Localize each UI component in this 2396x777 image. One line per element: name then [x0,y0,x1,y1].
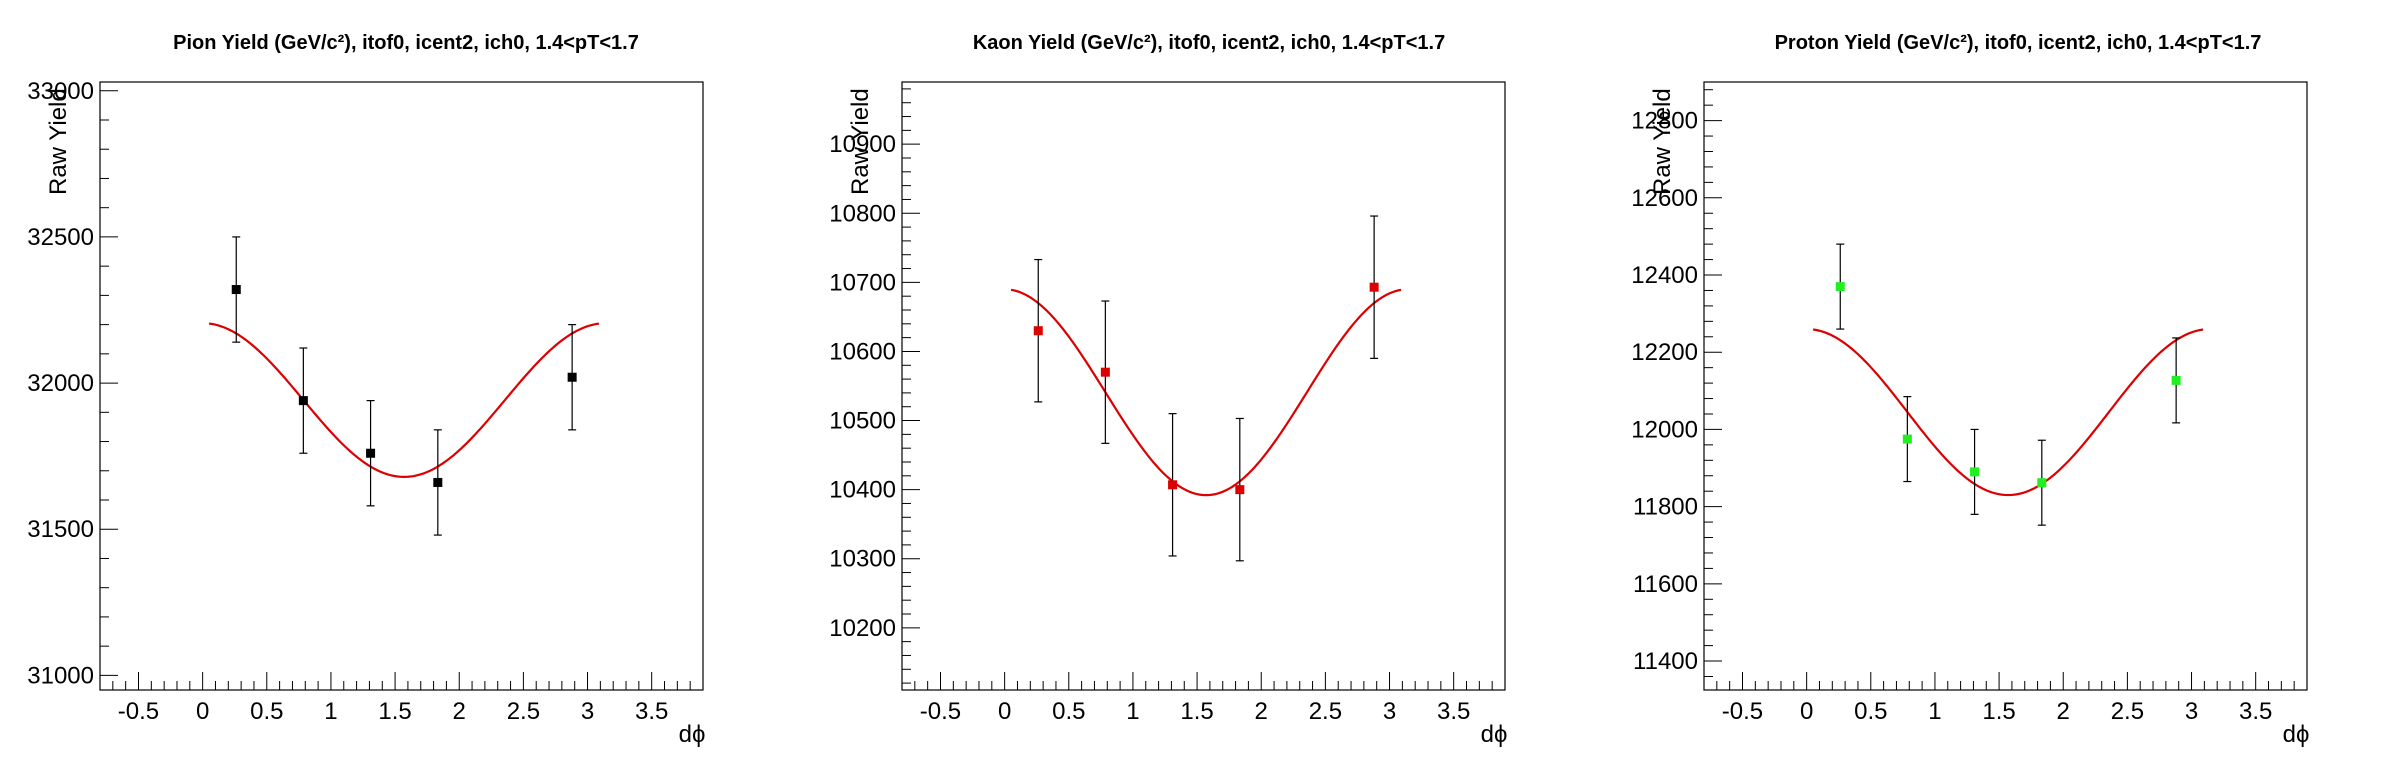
fit-curve [1812,328,2204,497]
x-tick-label: -0.5 [118,698,159,725]
chart-title-kaon: Kaon Yield (GeV/c²), itof0, icent2, ich0… [973,32,1445,54]
y-tick-label: 12400 [1631,262,1698,289]
x-tick-label: 2 [2057,698,2070,725]
data-point [1100,367,1110,377]
x-tick-label: 3 [2185,698,2198,725]
data-point [366,448,376,458]
data-point [1235,485,1245,495]
x-tick-label: 0 [1800,698,1813,725]
plot-frame-pion [99,81,704,691]
y-tick-label: 11800 [1633,494,1698,521]
x-tick-label: 2 [1255,698,1268,725]
plot-frame-kaon [901,81,1506,691]
x-tick-label: 0.5 [1854,698,1887,725]
x-tick-label: 3 [1383,698,1396,725]
x-tick-label: 2 [453,698,466,725]
y-tick-label: 10300 [829,546,896,573]
y-tick-label: 10600 [829,338,896,365]
y-tick-label: 12800 [1631,108,1698,135]
data-point [1902,434,1912,444]
x-tick-label: 0 [998,698,1011,725]
data-point [2171,375,2181,385]
x-tick-label: 2.5 [1309,698,1342,725]
x-tick-label: 3.5 [1437,698,1470,725]
chart-title-pion: Pion Yield (GeV/c²), itof0, icent2, ich0… [173,32,639,54]
data-point [1168,480,1178,490]
y-tick-label: 10200 [829,615,896,642]
y-axis-title-proton: Raw Yield [1649,88,1676,195]
y-tick-label: 33000 [27,78,94,105]
x-tick-label: -0.5 [920,698,961,725]
x-axis-title-proton: dϕ [2283,721,2310,748]
y-tick-label: 32500 [27,224,94,251]
y-tick-label: 10800 [829,200,896,227]
x-tick-label: 1 [324,698,337,725]
x-axis-title-kaon: dϕ [1481,721,1508,748]
data-point [1369,282,1379,292]
x-tick-label: 1 [1928,698,1941,725]
y-axis-title-pion: Raw Yield [45,88,72,195]
x-axis-title-pion: dϕ [679,721,706,748]
plot-frame-proton [1703,81,2308,691]
x-tick-label: 0.5 [250,698,283,725]
x-tick-label: -0.5 [1722,698,1763,725]
y-tick-label: 31500 [27,516,94,543]
panel-proton: Proton Yield (GeV/c²), itof0, icent2, ic… [1631,32,2309,748]
y-tick-label: 12200 [1631,339,1698,366]
fit-curve [1010,288,1402,497]
data-point [298,396,308,406]
x-tick-label: 0 [196,698,209,725]
y-tick-label: 32000 [27,370,94,397]
x-tick-label: 3 [581,698,594,725]
y-tick-label: 11600 [1633,571,1698,598]
data-point [1033,326,1043,336]
y-tick-label: 12600 [1631,185,1698,212]
data-point [1970,467,1980,477]
data-point [2037,478,2047,488]
data-point [433,477,443,487]
y-tick-label: 10700 [829,269,896,296]
y-tick-label: 31000 [27,662,94,689]
y-tick-label: 12000 [1631,416,1698,443]
x-tick-label: 2.5 [2111,698,2144,725]
y-tick-label: 10500 [829,408,896,435]
y-tick-label: 11400 [1633,648,1698,675]
panel-kaon: Kaon Yield (GeV/c²), itof0, icent2, ich0… [829,32,1507,748]
panel-pion: Pion Yield (GeV/c²), itof0, icent2, ich0… [27,32,705,748]
data-point [1835,282,1845,292]
chart-title-proton: Proton Yield (GeV/c²), itof0, icent2, ic… [1775,32,2262,54]
x-tick-label: 3.5 [2239,698,2272,725]
y-tick-label: 10900 [829,131,896,158]
data-point [231,285,241,295]
x-tick-label: 1.5 [1982,698,2015,725]
fit-curve [208,322,600,479]
x-tick-label: 0.5 [1052,698,1085,725]
x-tick-label: 1 [1126,698,1139,725]
x-tick-label: 1.5 [1180,698,1213,725]
data-point [567,372,577,382]
y-tick-label: 10400 [829,477,896,504]
y-axis-title-kaon: Raw Yield [847,88,874,195]
x-tick-label: 1.5 [378,698,411,725]
x-tick-label: 2.5 [507,698,540,725]
x-tick-label: 3.5 [635,698,668,725]
